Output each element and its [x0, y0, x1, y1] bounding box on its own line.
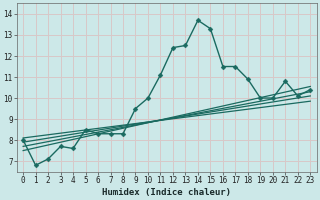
X-axis label: Humidex (Indice chaleur): Humidex (Indice chaleur) — [102, 188, 231, 197]
